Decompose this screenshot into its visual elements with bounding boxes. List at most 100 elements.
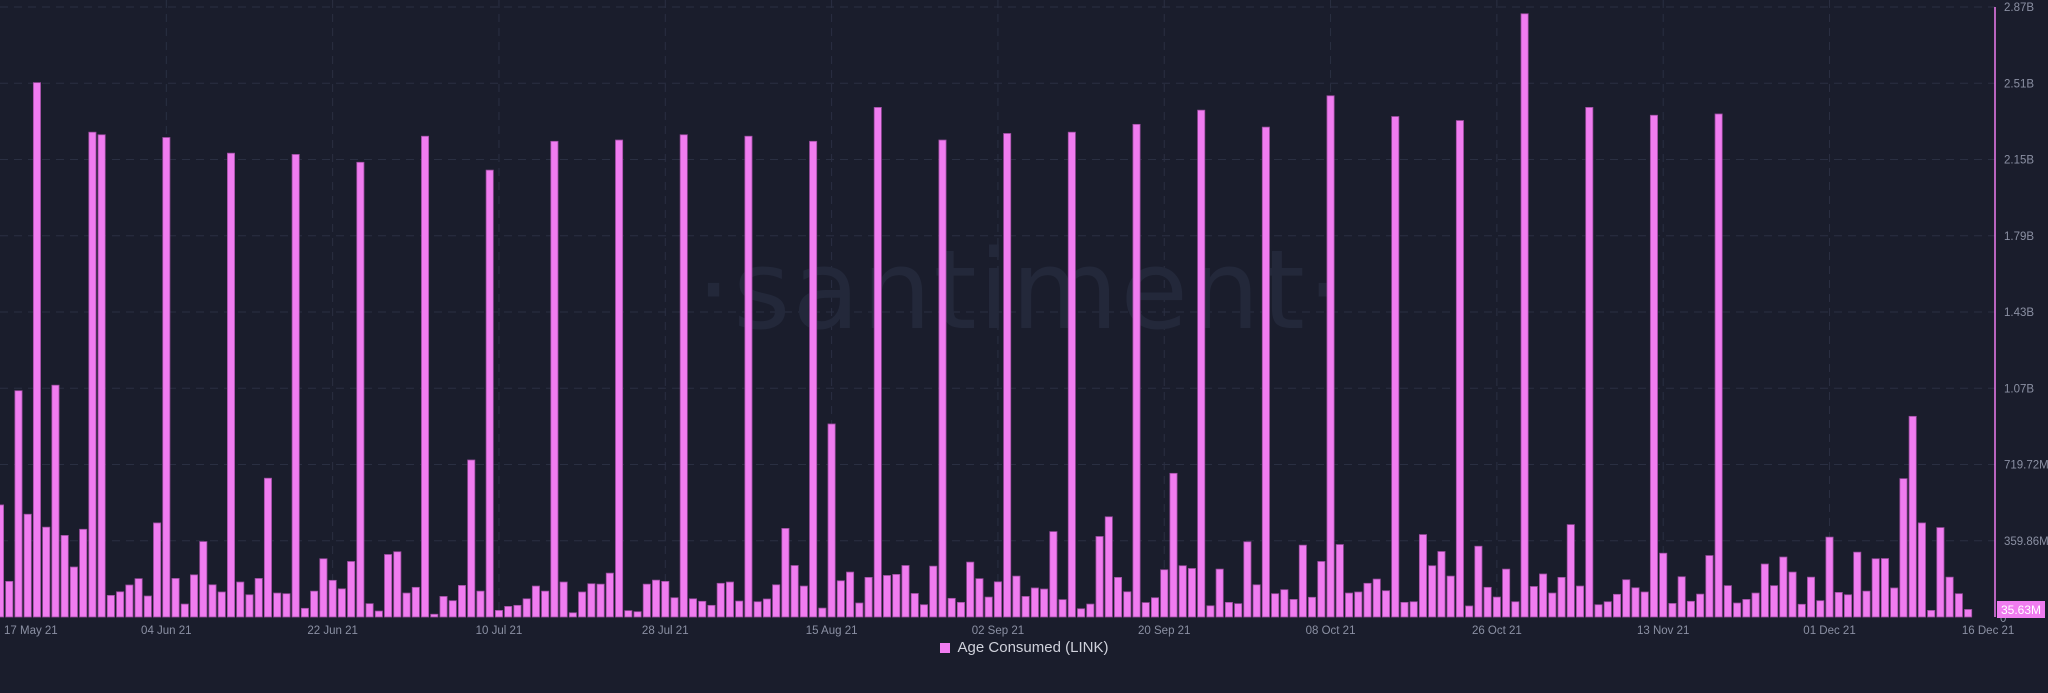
bar[interactable]: [1308, 596, 1317, 618]
bar[interactable]: [1797, 603, 1806, 618]
bar[interactable]: [1760, 563, 1769, 618]
bar[interactable]: [1418, 534, 1427, 618]
bar[interactable]: [827, 423, 836, 618]
bar[interactable]: [1169, 472, 1178, 618]
bar[interactable]: [1677, 576, 1686, 618]
bar[interactable]: [901, 565, 910, 618]
bar[interactable]: [1954, 593, 1963, 618]
bar[interactable]: [60, 535, 69, 618]
bar[interactable]: [282, 593, 291, 618]
bar[interactable]: [116, 591, 125, 618]
bar[interactable]: [1132, 123, 1141, 618]
bar[interactable]: [633, 611, 642, 618]
bar[interactable]: [1899, 478, 1908, 618]
bar[interactable]: [310, 590, 319, 618]
bar[interactable]: [1733, 602, 1742, 618]
bar[interactable]: [809, 140, 818, 618]
bar[interactable]: [772, 584, 781, 618]
bar[interactable]: [725, 581, 734, 618]
bar[interactable]: [1788, 571, 1797, 618]
bar[interactable]: [790, 565, 799, 618]
bar[interactable]: [1141, 602, 1150, 618]
bar[interactable]: [319, 558, 328, 618]
bar[interactable]: [1261, 126, 1270, 618]
bar[interactable]: [1825, 536, 1834, 618]
bar[interactable]: [1455, 120, 1464, 618]
bar[interactable]: [1317, 561, 1326, 618]
bar[interactable]: [0, 504, 4, 618]
bar[interactable]: [975, 578, 984, 618]
bar[interactable]: [32, 82, 41, 618]
bar[interactable]: [716, 582, 725, 618]
bar[interactable]: [1945, 576, 1954, 618]
bar[interactable]: [689, 598, 698, 618]
bar[interactable]: [578, 591, 587, 618]
bar[interactable]: [1030, 587, 1039, 618]
bar[interactable]: [1751, 592, 1760, 618]
bar[interactable]: [217, 591, 226, 618]
bar[interactable]: [411, 586, 420, 618]
bar[interactable]: [550, 140, 559, 618]
bar[interactable]: [1243, 541, 1252, 618]
bar[interactable]: [1382, 590, 1391, 618]
bar[interactable]: [14, 390, 23, 618]
bar[interactable]: [1197, 109, 1206, 618]
bar[interactable]: [531, 585, 540, 618]
bar[interactable]: [245, 594, 254, 618]
bar[interactable]: [1917, 522, 1926, 618]
bar[interactable]: [190, 574, 199, 618]
bar[interactable]: [162, 137, 171, 618]
bar[interactable]: [1640, 591, 1649, 618]
bar[interactable]: [88, 131, 97, 618]
bar[interactable]: [1927, 610, 1936, 618]
bar[interactable]: [1206, 605, 1215, 618]
bar[interactable]: [180, 603, 189, 618]
bar[interactable]: [153, 522, 162, 618]
bar[interactable]: [1289, 599, 1298, 618]
bar[interactable]: [1234, 603, 1243, 618]
bar[interactable]: [1160, 569, 1169, 618]
bar[interactable]: [1807, 576, 1816, 618]
bar[interactable]: [762, 598, 771, 618]
bar[interactable]: [374, 610, 383, 618]
bar[interactable]: [1123, 591, 1132, 618]
bar[interactable]: [1613, 593, 1622, 618]
bar[interactable]: [1566, 524, 1575, 618]
bar[interactable]: [587, 583, 596, 618]
bar[interactable]: [439, 596, 448, 618]
bar[interactable]: [208, 584, 217, 618]
bar[interactable]: [1003, 133, 1012, 618]
bar[interactable]: [1492, 596, 1501, 618]
bar[interactable]: [273, 592, 282, 618]
bar[interactable]: [1548, 592, 1557, 618]
bar[interactable]: [846, 571, 855, 618]
bar[interactable]: [1224, 601, 1233, 618]
bar[interactable]: [1714, 113, 1723, 618]
bar[interactable]: [430, 613, 439, 618]
bar[interactable]: [51, 384, 60, 618]
bar[interactable]: [1659, 552, 1668, 618]
bar[interactable]: [476, 590, 485, 618]
bar[interactable]: [938, 139, 947, 618]
bar[interactable]: [1539, 573, 1548, 618]
bar[interactable]: [1178, 565, 1187, 618]
bar[interactable]: [79, 528, 88, 618]
bar[interactable]: [1603, 601, 1612, 618]
bar[interactable]: [1187, 568, 1196, 618]
bar[interactable]: [1585, 107, 1594, 618]
bar[interactable]: [134, 578, 143, 618]
bar[interactable]: [855, 602, 864, 618]
bar[interactable]: [679, 134, 688, 618]
bar[interactable]: [1520, 13, 1529, 618]
bar[interactable]: [504, 606, 513, 618]
bar[interactable]: [199, 541, 208, 618]
bar[interactable]: [744, 135, 753, 618]
bar[interactable]: [1021, 596, 1030, 618]
bar[interactable]: [1077, 608, 1086, 618]
bar[interactable]: [263, 477, 272, 618]
bar[interactable]: [1844, 594, 1853, 618]
bar[interactable]: [1668, 603, 1677, 618]
bar[interactable]: [984, 596, 993, 618]
bar[interactable]: [670, 597, 679, 618]
bar[interactable]: [1474, 545, 1483, 618]
